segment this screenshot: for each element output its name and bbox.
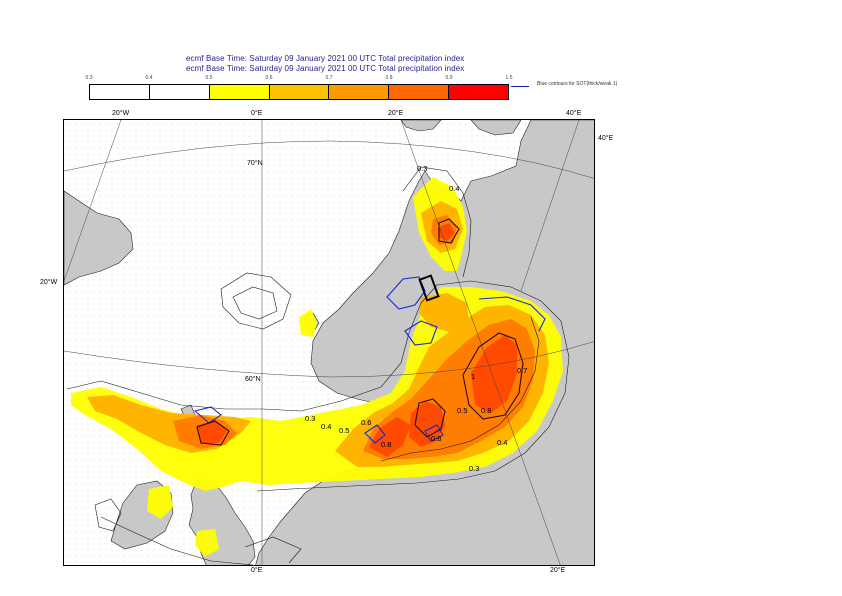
map-svg: 70°N 60°N 0.3 0.4 0.5 0.6 0.8 0.8 0.8 0.… bbox=[64, 120, 594, 565]
lat-label-70n: 70°N bbox=[247, 159, 263, 167]
sot-legend-text: Blue contours for SOT(thick/weak 1) bbox=[537, 81, 618, 87]
lon-label-20w-left: 20°W bbox=[40, 279, 58, 286]
target-box-marker bbox=[418, 274, 440, 302]
sot-blue-contours bbox=[193, 276, 546, 444]
precip-red bbox=[197, 223, 517, 457]
lon-label-20e-bottom: 20°E bbox=[550, 567, 566, 574]
sot-legend-line bbox=[511, 86, 529, 87]
colorbar-segment bbox=[149, 85, 210, 99]
chart-title-line-2: ecmf Base Time: Saturday 09 January 2021… bbox=[186, 64, 465, 73]
contour-label: 0.3 bbox=[305, 414, 315, 423]
colorbar-tick: 0.6 bbox=[265, 75, 273, 81]
colorbar-tick: 0.8 bbox=[385, 75, 393, 81]
lon-label-40e-right: 40°E bbox=[598, 135, 614, 142]
lon-label-0-top: 0°E bbox=[251, 110, 263, 117]
contour-thick bbox=[196, 218, 524, 446]
colorbar-segment bbox=[90, 85, 150, 99]
contour-label: 0.7 bbox=[517, 366, 527, 375]
contour-label: 0.5 bbox=[457, 406, 467, 415]
graticule bbox=[64, 120, 594, 565]
contour-value-labels: 0.3 0.4 0.5 0.6 0.8 0.8 0.8 0.5 0.4 0.3 … bbox=[305, 164, 527, 473]
contour-label: 0.8 bbox=[381, 440, 391, 449]
colorbar-segment bbox=[389, 85, 450, 99]
contour-label: 0.3 bbox=[417, 164, 427, 173]
lon-label-20w-top: 20°W bbox=[112, 110, 130, 117]
colorbar-tick: 0.9 bbox=[445, 75, 453, 81]
colorbar-segment bbox=[329, 85, 390, 99]
contour-label: 1 bbox=[471, 372, 475, 381]
colorbar-tick: 0.7 bbox=[325, 75, 333, 81]
lon-label-20e-top: 20°E bbox=[388, 110, 404, 117]
colorbar-tick: 0.5 bbox=[205, 75, 213, 81]
contour-lines bbox=[66, 166, 570, 565]
contour-label: 0.3 bbox=[469, 464, 479, 473]
precipitation-map: 70°N 60°N 0.3 0.4 0.5 0.6 0.8 0.8 0.8 0.… bbox=[63, 119, 595, 566]
colorbar-segment bbox=[449, 85, 509, 99]
contour-label: 0.4 bbox=[497, 438, 507, 447]
contour-label: 0.5 bbox=[339, 426, 349, 435]
colorbar-segment bbox=[209, 85, 270, 99]
colorbar-tick: 0.3 bbox=[85, 75, 93, 81]
lon-label-0-bottom: 0°E bbox=[251, 567, 263, 574]
colorbar-tick: 1.5 bbox=[505, 75, 513, 81]
colorbar bbox=[89, 84, 509, 100]
contour-label: 0.8 bbox=[481, 406, 491, 415]
chart-title-line-1: ecmf Base Time: Saturday 09 January 2021… bbox=[186, 54, 465, 63]
lon-label-40e-top: 40°E bbox=[566, 110, 582, 117]
lat-label-60n: 60°N bbox=[245, 375, 261, 383]
contour-label: 0.6 bbox=[361, 418, 371, 427]
colorbar-segment bbox=[269, 85, 330, 99]
contour-label: 0.4 bbox=[321, 422, 331, 431]
contour-label: 0.4 bbox=[449, 184, 459, 193]
contour-label: 0.8 bbox=[431, 434, 441, 443]
colorbar-tick: 0.4 bbox=[145, 75, 153, 81]
